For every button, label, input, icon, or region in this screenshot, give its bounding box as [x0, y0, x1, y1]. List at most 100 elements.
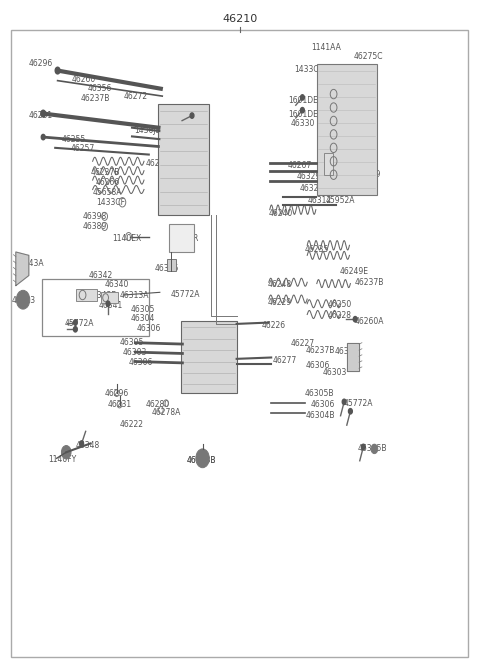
- Circle shape: [80, 441, 84, 446]
- Text: 46398: 46398: [183, 115, 208, 124]
- Text: 46305: 46305: [131, 304, 155, 314]
- Text: 1601DE: 1601DE: [288, 95, 318, 105]
- Circle shape: [353, 317, 357, 322]
- Circle shape: [73, 327, 77, 332]
- Text: 45658A: 45658A: [93, 187, 122, 197]
- Text: 46222: 46222: [120, 420, 144, 429]
- Text: 46306: 46306: [137, 324, 161, 333]
- Text: 46342: 46342: [89, 271, 113, 280]
- Circle shape: [73, 320, 77, 325]
- Text: 46213F: 46213F: [167, 136, 195, 146]
- Circle shape: [21, 296, 25, 303]
- Text: 46255: 46255: [61, 134, 86, 144]
- Text: 46237B: 46237B: [354, 278, 384, 287]
- Text: 46227: 46227: [290, 339, 314, 348]
- Text: 46275C: 46275C: [354, 52, 383, 61]
- Circle shape: [196, 449, 209, 468]
- Text: 46305: 46305: [120, 338, 144, 347]
- Text: 46313B: 46313B: [186, 456, 216, 466]
- Circle shape: [300, 95, 304, 100]
- Text: 46277: 46277: [272, 355, 297, 365]
- Text: 46272: 46272: [124, 91, 148, 101]
- Bar: [158, 104, 209, 215]
- Text: 1433CH: 1433CH: [294, 65, 324, 74]
- Text: 46348: 46348: [76, 441, 100, 450]
- Bar: [181, 321, 237, 393]
- Text: 46231: 46231: [29, 111, 53, 120]
- Text: 46278A: 46278A: [151, 408, 180, 417]
- Text: 46260A: 46260A: [354, 317, 384, 327]
- Text: 46328: 46328: [331, 169, 355, 178]
- Text: 1141AA: 1141AA: [311, 42, 341, 52]
- Circle shape: [106, 301, 110, 306]
- Text: 46312: 46312: [307, 196, 331, 205]
- Text: 46305B: 46305B: [358, 444, 387, 454]
- Text: 46398: 46398: [83, 212, 107, 221]
- Text: 46248: 46248: [268, 280, 292, 290]
- Text: 46313B: 46313B: [186, 456, 216, 466]
- Text: 46267: 46267: [288, 161, 312, 170]
- Text: 46343B: 46343B: [87, 290, 117, 300]
- Text: 46303: 46303: [122, 347, 147, 357]
- Text: 46389: 46389: [83, 222, 107, 231]
- Text: 46306: 46306: [129, 358, 153, 367]
- Text: 1430JB: 1430JB: [134, 126, 161, 135]
- Text: 45772A: 45772A: [343, 398, 372, 408]
- Text: 46228: 46228: [327, 310, 351, 320]
- Polygon shape: [16, 252, 29, 286]
- Circle shape: [61, 446, 71, 459]
- Text: 46326: 46326: [300, 183, 324, 193]
- Bar: [324, 153, 333, 175]
- Bar: [317, 64, 377, 195]
- Text: 46249E: 46249E: [339, 267, 368, 276]
- Text: 46313A: 46313A: [120, 290, 149, 300]
- Text: 1601DE: 1601DE: [288, 110, 318, 119]
- Circle shape: [371, 444, 378, 454]
- Text: 46266: 46266: [96, 177, 120, 187]
- Text: 46305B: 46305B: [305, 389, 334, 398]
- Circle shape: [190, 113, 194, 118]
- Circle shape: [348, 409, 352, 414]
- Text: 45952A: 45952A: [325, 196, 355, 205]
- Circle shape: [41, 134, 45, 140]
- Text: 46330: 46330: [290, 119, 315, 128]
- Text: 46304: 46304: [131, 314, 155, 323]
- Text: 46229: 46229: [268, 298, 292, 307]
- Bar: [169, 224, 194, 252]
- Circle shape: [361, 444, 365, 450]
- Text: 1140FY: 1140FY: [48, 455, 76, 464]
- Text: 45772A: 45772A: [65, 319, 94, 328]
- Text: 46296: 46296: [105, 388, 129, 398]
- Text: 46240: 46240: [269, 209, 293, 218]
- Circle shape: [41, 110, 46, 117]
- Bar: [101, 292, 118, 303]
- Bar: [76, 289, 97, 301]
- Circle shape: [16, 290, 30, 309]
- Text: 46237B: 46237B: [81, 93, 110, 103]
- Text: 46329: 46329: [297, 171, 321, 181]
- Text: 46341: 46341: [99, 300, 123, 310]
- Circle shape: [55, 67, 60, 74]
- Text: 46231: 46231: [108, 400, 132, 409]
- Text: 46210: 46210: [222, 14, 258, 24]
- Text: 1433CF: 1433CF: [96, 198, 125, 208]
- Text: 46303: 46303: [323, 368, 347, 377]
- Polygon shape: [347, 343, 359, 371]
- Text: 46223: 46223: [12, 296, 36, 305]
- Text: 46343A: 46343A: [14, 259, 44, 268]
- Text: 46226: 46226: [262, 321, 286, 330]
- Text: 46250: 46250: [327, 300, 352, 309]
- Circle shape: [342, 399, 346, 405]
- Text: 1140EX: 1140EX: [112, 234, 141, 243]
- Text: 46257: 46257: [71, 144, 96, 153]
- Text: 46237B: 46237B: [90, 167, 120, 177]
- Text: 46306: 46306: [306, 361, 330, 370]
- Text: 46340: 46340: [105, 280, 129, 289]
- Text: 46399: 46399: [357, 170, 381, 179]
- Text: 46386: 46386: [155, 264, 179, 274]
- Text: 46356: 46356: [88, 84, 112, 93]
- Text: 46306: 46306: [311, 400, 336, 409]
- Text: 46237B: 46237B: [306, 345, 335, 355]
- Text: 46260: 46260: [72, 75, 96, 84]
- Text: 45772A: 45772A: [170, 290, 200, 299]
